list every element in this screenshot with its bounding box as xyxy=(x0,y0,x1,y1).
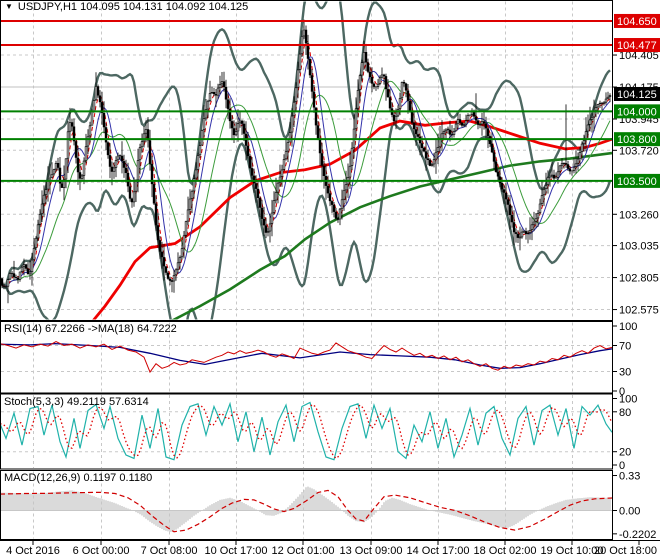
rsi-line xyxy=(1,341,612,374)
stoch-plot-layer xyxy=(1,395,612,468)
rsi-axis-label-30: 30 xyxy=(619,367,631,379)
time-axis-label-0: 4 Oct 2016 xyxy=(6,545,60,557)
current-price-badge-text: 104.125 xyxy=(617,89,657,101)
time-axis-label-3: 10 Oct 17:00 xyxy=(205,545,268,557)
level-badge-104.477-text: 104.477 xyxy=(617,40,657,52)
stoch-panel[interactable] xyxy=(0,393,613,470)
price-axis-label-104.405: 104.405 xyxy=(619,50,659,62)
chart-title-text: USDJPY,H1 104.095 104.131 104.092 104.12… xyxy=(17,1,249,13)
level-badge-103.500[interactable] xyxy=(614,173,660,188)
chart-title: ▼ USDJPY,H1 104.095 104.131 104.092 104.… xyxy=(5,1,248,13)
symbol-dropdown-icon[interactable]: ▼ xyxy=(5,2,13,11)
level-badge-104.000-text: 104.000 xyxy=(617,106,657,118)
stoch-axis-label-0: 0 xyxy=(619,460,625,472)
price-axis-label-103.260: 103.260 xyxy=(619,209,659,221)
time-axis-label-8: 19 Oct 10:00 xyxy=(541,545,604,557)
ma-thin-blue-line xyxy=(1,56,611,287)
stoch-axis-label-20: 20 xyxy=(619,447,631,459)
time-axis-label-7: 18 Oct 02:00 xyxy=(474,545,537,557)
level-badge-104.477[interactable] xyxy=(614,38,660,53)
macd-axis-label--0.2202: -0.2202 xyxy=(619,529,656,541)
rsi-axis-label-100: 100 xyxy=(619,321,637,333)
rsi-indicator-label: RSI(14) 67.2266 ->MA(18) 64.7222 xyxy=(4,323,177,335)
stoch-axis-label-100: 100 xyxy=(619,394,637,406)
macd-signal-line xyxy=(1,489,612,533)
macd-axis-label-0.00: 0.00 xyxy=(619,506,640,518)
macd-plot-layer xyxy=(1,471,612,539)
rsi-axis-label-0: 0 xyxy=(619,386,625,398)
current-price-badge[interactable] xyxy=(614,86,660,101)
time-axis-label-2: 7 Oct 08:00 xyxy=(141,545,198,557)
price-axis-label-103.720: 103.720 xyxy=(619,145,659,157)
time-axis-label-4: 12 Oct 01:00 xyxy=(272,545,335,557)
level-badge-103.800-text: 103.800 xyxy=(617,134,657,146)
time-axis-label-9: 20 Oct 18:00 xyxy=(594,545,657,557)
stoch-d-line xyxy=(1,403,612,460)
bollinger-upper-band xyxy=(1,1,611,287)
level-badge-103.800[interactable] xyxy=(614,132,660,147)
price-axis-label-103.035: 103.035 xyxy=(619,241,659,253)
rsi-plot-layer xyxy=(1,322,612,392)
bollinger-lower-band xyxy=(1,122,612,320)
price-axis-label-102.805: 102.805 xyxy=(619,273,659,285)
stoch-k-line xyxy=(1,401,612,461)
macd-indicator-label: MACD(12,26,9) 0.1197 0.1180 xyxy=(4,472,153,484)
level-badge-104.000[interactable] xyxy=(614,104,660,119)
level-badge-104.650-text: 104.650 xyxy=(617,16,657,28)
stoch-indicator-label: Stoch(5,3,3) 49.2119 57.6314 xyxy=(4,396,149,408)
level-badge-103.500-text: 103.500 xyxy=(617,176,657,188)
rsi-axis-label-70: 70 xyxy=(619,341,631,353)
price-axis-label-102.575: 102.575 xyxy=(619,305,659,317)
macd-histogram xyxy=(1,486,611,532)
macd-axis-label-0.33: 0.33 xyxy=(619,471,640,483)
time-axis-label-5: 13 Oct 09:00 xyxy=(340,545,403,557)
ma-slow-green-line xyxy=(171,151,612,320)
time-axis-label-1: 6 Oct 00:00 xyxy=(73,545,130,557)
time-axis-label-6: 14 Oct 17:00 xyxy=(407,545,470,557)
ma-thin-green-line xyxy=(1,80,611,287)
main-plot-layer xyxy=(1,1,612,320)
stoch-axis-label-80: 80 xyxy=(619,407,631,419)
level-badge-104.650[interactable] xyxy=(614,13,660,28)
